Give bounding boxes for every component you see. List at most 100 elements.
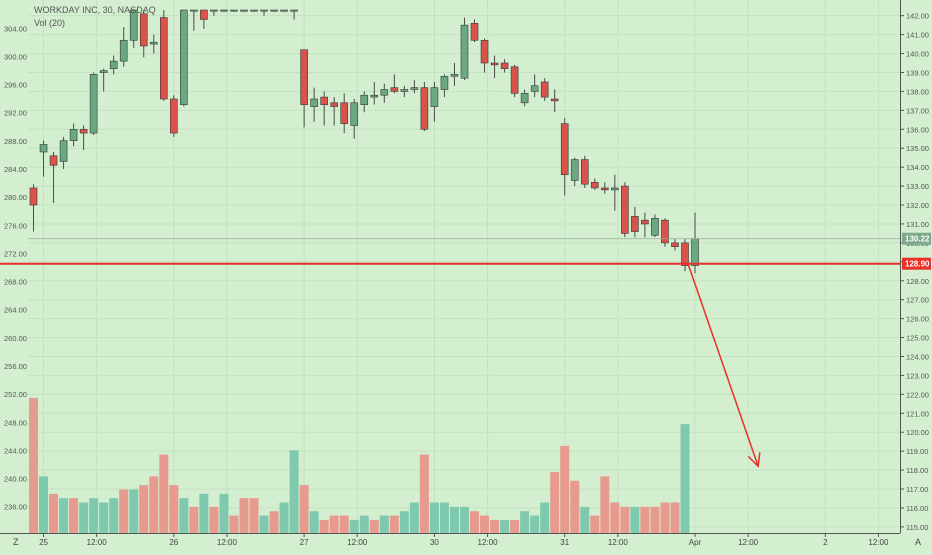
volume-bar bbox=[219, 493, 229, 533]
candlesticks bbox=[29, 9, 699, 274]
left-axis-tick-label: 292.00 bbox=[4, 109, 27, 118]
time-axis: 25 12:00 26 12:00 27 12:00 30 12:00 31 12:00 Apr 12… bbox=[0, 533, 900, 547]
candle-body bbox=[430, 87, 439, 107]
right-axis-tick-label: 126.00 bbox=[906, 315, 929, 324]
candle-body bbox=[190, 9, 198, 12]
volume-bar bbox=[89, 498, 99, 533]
candle-body bbox=[139, 13, 148, 47]
candle-body bbox=[621, 185, 629, 234]
candle-body bbox=[39, 144, 48, 153]
candle-body bbox=[159, 17, 168, 100]
right-axis-tick-label: 142.00 bbox=[906, 12, 929, 21]
candle-body bbox=[29, 187, 38, 206]
volume-bar bbox=[670, 502, 680, 533]
left-axis-tick-label: 256.00 bbox=[4, 362, 27, 371]
candle-body bbox=[580, 159, 589, 185]
candle-body bbox=[89, 74, 98, 134]
volume-bar bbox=[580, 506, 590, 533]
candle-body bbox=[520, 93, 529, 104]
left-price-axis: 304.00 300.00 296.00 292.00 288.00 284.00 280.… bbox=[4, 24, 27, 511]
volume-bar bbox=[369, 519, 379, 533]
volume-bar bbox=[99, 502, 109, 533]
candle-body bbox=[59, 140, 68, 162]
left-axis-tick-label: 244.00 bbox=[4, 446, 27, 455]
candle-body bbox=[641, 219, 649, 225]
time-axis-tick-label: 12:00 bbox=[87, 538, 108, 547]
candle-body bbox=[560, 123, 569, 176]
support-price-badge-text: 128.90 bbox=[905, 260, 930, 269]
candle-body bbox=[310, 98, 318, 107]
candle-body bbox=[240, 9, 248, 12]
volume-bar bbox=[59, 498, 69, 533]
volume-bar bbox=[169, 485, 179, 533]
volume-bar bbox=[329, 515, 339, 533]
candle-body bbox=[480, 39, 489, 64]
volume-bar bbox=[590, 515, 600, 533]
right-axis-tick-label: 115.00 bbox=[906, 523, 928, 532]
candle-body bbox=[671, 242, 679, 247]
candle-body bbox=[320, 96, 328, 105]
volume-bar bbox=[29, 398, 38, 533]
left-axis-tick-label: 260.00 bbox=[4, 334, 27, 343]
volume-bar bbox=[379, 515, 389, 533]
volume-bar bbox=[680, 424, 690, 533]
volume-bar bbox=[630, 506, 640, 533]
candle-body bbox=[681, 242, 689, 266]
volume-bar bbox=[249, 498, 259, 533]
volume-bar bbox=[149, 476, 159, 533]
candle-body bbox=[570, 159, 579, 181]
left-axis-tick-label: 264.00 bbox=[4, 306, 27, 315]
time-axis-tick-label: 27 bbox=[300, 538, 309, 547]
right-axis-tick-label: 136.00 bbox=[906, 125, 929, 134]
time-axis-tick-label: 12:00 bbox=[478, 538, 499, 547]
candle-body bbox=[129, 9, 138, 41]
timezone-toggle[interactable]: Z bbox=[13, 537, 19, 547]
chart-legend: WORKDAY INC, 30, NASDAQ Vol (20) bbox=[34, 4, 156, 30]
candle-body bbox=[360, 94, 369, 105]
left-axis-tick-label: 300.00 bbox=[4, 52, 27, 61]
right-axis-tick-label: 122.00 bbox=[906, 390, 929, 399]
candle-body bbox=[631, 216, 639, 232]
volume-bar bbox=[660, 502, 670, 533]
left-axis-tick-label: 268.00 bbox=[4, 278, 27, 287]
right-axis-tick-label: 127.00 bbox=[906, 296, 929, 305]
time-axis-tick-label: 25 bbox=[39, 538, 48, 547]
volume-bar bbox=[179, 498, 189, 533]
candle-body bbox=[661, 219, 669, 244]
candle-body bbox=[550, 98, 559, 102]
candle-body bbox=[450, 74, 459, 77]
right-axis-tick-label: 121.00 bbox=[906, 409, 929, 418]
volume-bar bbox=[419, 454, 429, 533]
volume-bar bbox=[500, 519, 510, 533]
volume-bar bbox=[560, 445, 570, 533]
right-axis-tick-label: 118.00 bbox=[906, 466, 928, 475]
candle-body bbox=[410, 87, 419, 90]
candle-body bbox=[440, 75, 449, 90]
volume-bar bbox=[389, 515, 399, 533]
candle-body bbox=[390, 87, 399, 92]
time-axis-tick-label: 31 bbox=[560, 538, 569, 547]
volume-bars bbox=[29, 398, 690, 533]
candle-body bbox=[691, 238, 699, 266]
candle-body bbox=[250, 9, 258, 12]
volume-bar bbox=[209, 506, 219, 533]
volume-bar bbox=[409, 502, 419, 533]
candle-body bbox=[510, 66, 519, 94]
left-axis-tick-label: 304.00 bbox=[4, 24, 27, 33]
volume-bar bbox=[299, 485, 309, 533]
volume-indicator-label: Vol (20) bbox=[34, 18, 66, 28]
projection-arrow-line bbox=[687, 263, 759, 467]
candle-body bbox=[490, 62, 499, 66]
auto-scale-toggle[interactable]: A bbox=[915, 537, 922, 547]
left-axis-tick-label: 276.00 bbox=[4, 221, 27, 230]
candle-body bbox=[290, 9, 298, 12]
volume-bar bbox=[399, 511, 409, 533]
volume-bar bbox=[490, 519, 500, 533]
right-axis-tick-label: 141.00 bbox=[906, 31, 929, 40]
time-axis-tick-label: 30 bbox=[430, 538, 439, 547]
candle-body bbox=[611, 187, 619, 191]
volume-bar bbox=[309, 511, 319, 533]
time-axis-tick-label: 12:00 bbox=[347, 538, 368, 547]
candle-body bbox=[79, 128, 88, 134]
right-axis-tick-label: 124.00 bbox=[906, 352, 929, 361]
